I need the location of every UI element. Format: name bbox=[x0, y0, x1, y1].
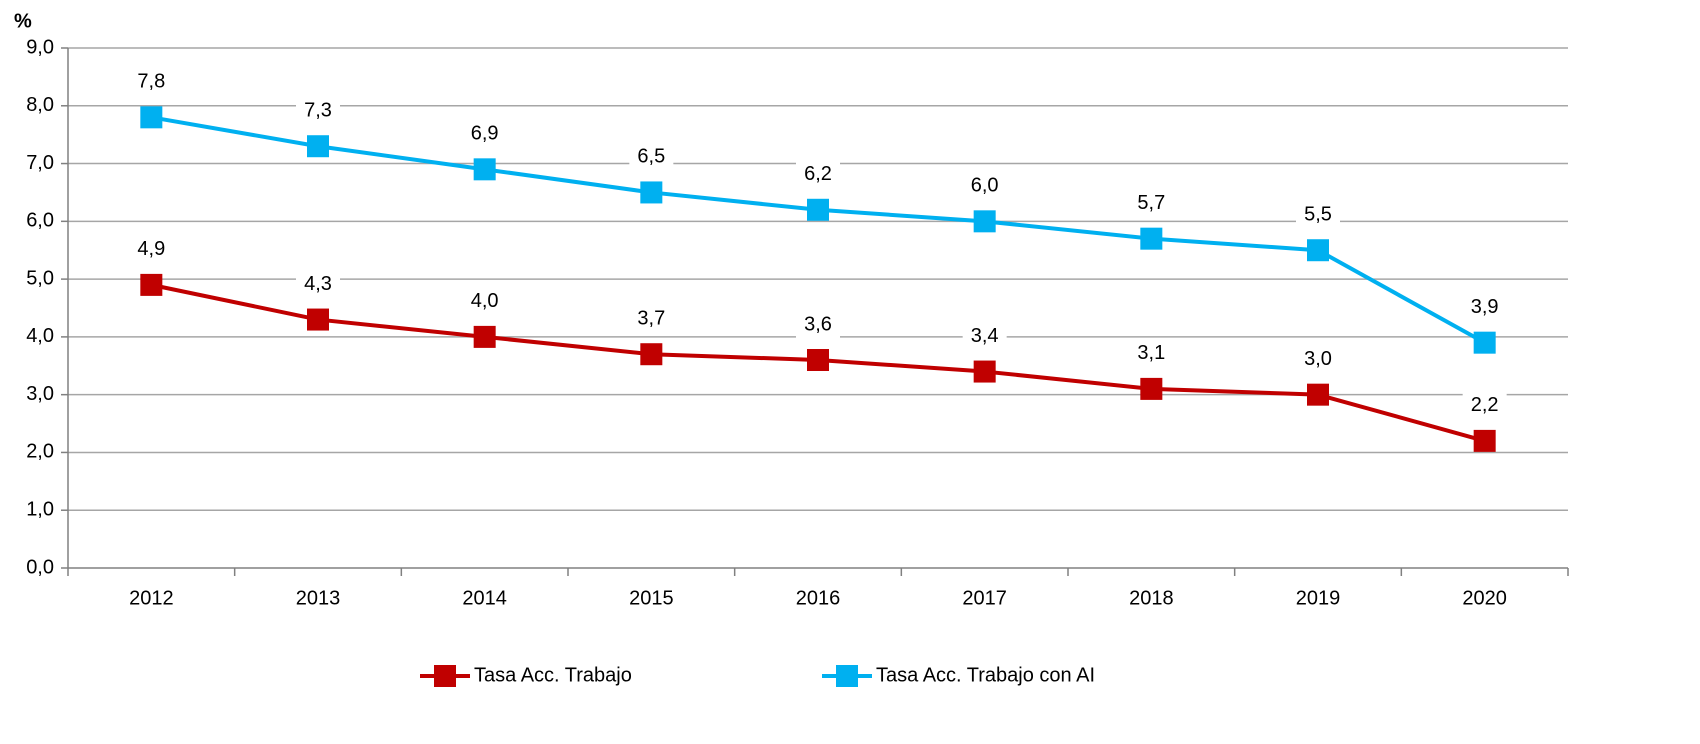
label-bg bbox=[296, 271, 340, 298]
y-tick-label: 3,0 bbox=[26, 383, 54, 405]
marker bbox=[473, 325, 496, 348]
label-bg bbox=[129, 69, 174, 96]
y-tick-label: 4,0 bbox=[26, 325, 54, 347]
marker bbox=[307, 308, 329, 331]
y-tick-label: 8,0 bbox=[26, 94, 54, 116]
marker bbox=[1140, 377, 1163, 400]
marker bbox=[1140, 227, 1163, 250]
x-tick-label: 2020 bbox=[1462, 587, 1507, 609]
data-label: 3,4 bbox=[971, 325, 999, 347]
legend-label: Tasa Acc. Trabajo con AI bbox=[876, 664, 1095, 686]
marker bbox=[1473, 429, 1496, 452]
x-tick-label: 2017 bbox=[962, 587, 1007, 609]
label-bg bbox=[296, 98, 340, 125]
label-bg bbox=[1129, 190, 1174, 217]
y-tick-label: 9,0 bbox=[26, 36, 54, 58]
data-label: 6,5 bbox=[637, 146, 665, 168]
x-tick-label: 2012 bbox=[129, 587, 174, 609]
x-tick-label: 2016 bbox=[796, 587, 841, 609]
marker bbox=[640, 343, 663, 366]
marker bbox=[307, 135, 329, 158]
marker bbox=[1473, 331, 1496, 354]
label-bg bbox=[462, 121, 507, 148]
label-bg bbox=[1462, 294, 1507, 321]
marker bbox=[1307, 383, 1329, 406]
legend-marker bbox=[836, 665, 858, 687]
y-tick-label: 0,0 bbox=[26, 556, 54, 578]
data-label: 7,3 bbox=[304, 100, 332, 122]
data-label: 5,5 bbox=[1304, 204, 1332, 226]
y-tick-label: 2,0 bbox=[26, 441, 54, 463]
marker bbox=[973, 360, 996, 383]
y-axis-label: % bbox=[14, 10, 32, 32]
data-label: 4,9 bbox=[137, 238, 165, 260]
x-tick-label: 2018 bbox=[1129, 587, 1174, 609]
data-label: 3,1 bbox=[1137, 342, 1165, 364]
x-tick-label: 2013 bbox=[296, 587, 341, 609]
x-tick-label: 2015 bbox=[629, 587, 674, 609]
label-bg bbox=[629, 144, 674, 171]
data-label: 2,2 bbox=[1471, 394, 1499, 416]
legend-marker bbox=[434, 665, 456, 687]
data-label: 4,3 bbox=[304, 273, 332, 295]
label-bg bbox=[462, 288, 507, 315]
label-bg bbox=[962, 323, 1007, 350]
label-bg bbox=[129, 236, 174, 263]
y-tick-label: 7,0 bbox=[26, 152, 54, 174]
y-tick-label: 5,0 bbox=[26, 267, 54, 289]
marker bbox=[807, 349, 829, 371]
marker bbox=[473, 158, 496, 181]
label-bg bbox=[962, 173, 1007, 200]
data-label: 4,0 bbox=[471, 290, 499, 312]
marker bbox=[807, 198, 829, 221]
y-tick-label: 1,0 bbox=[26, 499, 54, 521]
label-bg bbox=[796, 161, 840, 188]
label-bg bbox=[1296, 346, 1340, 373]
data-label: 7,8 bbox=[137, 71, 165, 93]
label-bg bbox=[1129, 340, 1174, 367]
marker bbox=[140, 106, 163, 129]
series-line bbox=[150, 115, 1486, 345]
data-label: 6,2 bbox=[804, 163, 832, 185]
data-label: 6,9 bbox=[471, 123, 499, 145]
marker bbox=[973, 210, 996, 233]
marker bbox=[1307, 239, 1329, 262]
data-label: 3,7 bbox=[637, 308, 665, 330]
label-bg bbox=[796, 312, 840, 338]
x-tick-label: 2014 bbox=[462, 587, 507, 609]
marker bbox=[140, 273, 163, 296]
data-label: 3,6 bbox=[804, 313, 832, 335]
label-bg bbox=[1462, 392, 1507, 419]
data-label: 5,7 bbox=[1137, 192, 1165, 214]
data-label: 3,0 bbox=[1304, 348, 1332, 370]
data-label: 6,0 bbox=[971, 175, 999, 197]
label-bg bbox=[629, 306, 674, 333]
x-tick-label: 2019 bbox=[1296, 587, 1341, 609]
marker bbox=[640, 181, 663, 204]
label-bg bbox=[1296, 202, 1340, 229]
y-tick-label: 6,0 bbox=[26, 210, 54, 232]
legend-label: Tasa Acc. Trabajo bbox=[474, 664, 632, 686]
data-label: 3,9 bbox=[1471, 296, 1499, 318]
